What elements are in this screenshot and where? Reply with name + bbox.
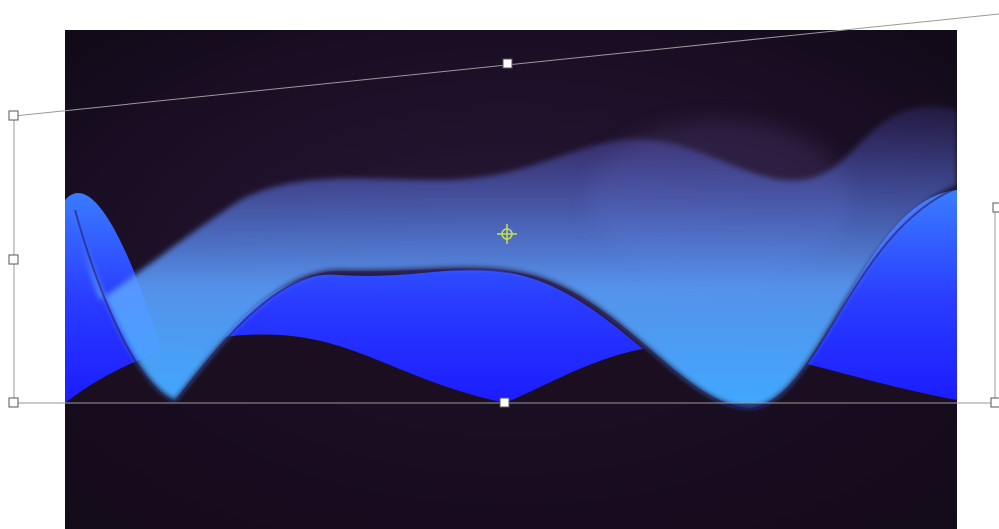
handle[interactable] [990,397,999,408]
transform-handles [8,58,999,408]
handle[interactable] [8,254,19,265]
handle[interactable] [8,110,19,121]
handle[interactable] [502,58,513,69]
image-layer [65,30,957,529]
handle[interactable] [499,397,510,408]
pivot-point[interactable] [497,224,517,244]
handle[interactable] [992,202,999,213]
handle[interactable] [8,397,19,408]
